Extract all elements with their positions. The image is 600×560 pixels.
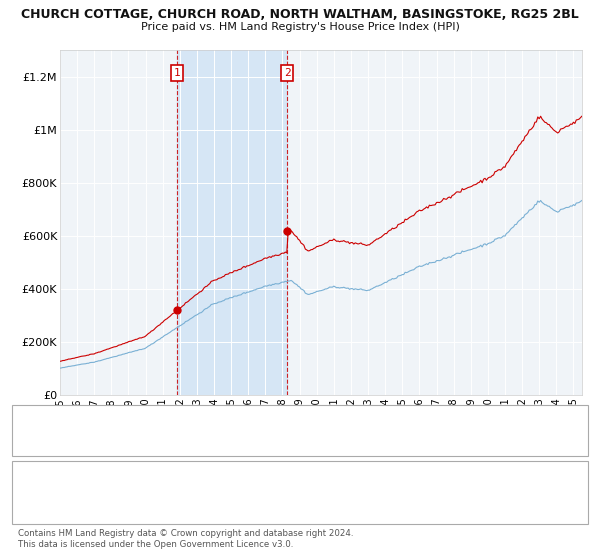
- Text: HPI: Average price, detached house, Basingstoke and Deane: HPI: Average price, detached house, Basi…: [61, 437, 377, 447]
- Text: 1: 1: [173, 68, 180, 78]
- Text: £320,500: £320,500: [254, 469, 310, 482]
- Text: CHURCH COTTAGE, CHURCH ROAD, NORTH WALTHAM, BASINGSTOKE, RG25 2BL: CHURCH COTTAGE, CHURCH ROAD, NORTH WALTH…: [21, 8, 579, 21]
- Text: 11-APR-2008: 11-APR-2008: [87, 501, 163, 514]
- Text: 1: 1: [32, 471, 38, 481]
- Text: 2: 2: [32, 502, 38, 512]
- Bar: [177, 50, 287, 395]
- Text: £617,500: £617,500: [254, 501, 310, 514]
- Text: Contains HM Land Registry data © Crown copyright and database right 2024.
This d: Contains HM Land Registry data © Crown c…: [18, 529, 353, 549]
- Text: 26% ↑ HPI: 26% ↑ HPI: [369, 469, 432, 482]
- Text: 66% ↑ HPI: 66% ↑ HPI: [369, 501, 432, 514]
- Text: Price paid vs. HM Land Registry's House Price Index (HPI): Price paid vs. HM Land Registry's House …: [140, 22, 460, 32]
- Text: 31-OCT-2001: 31-OCT-2001: [87, 469, 164, 482]
- Text: 2: 2: [284, 68, 290, 78]
- Text: CHURCH COTTAGE, CHURCH ROAD, NORTH WALTHAM, BASINGSTOKE, RG25 2BL (detac: CHURCH COTTAGE, CHURCH ROAD, NORTH WALTH…: [61, 414, 515, 424]
